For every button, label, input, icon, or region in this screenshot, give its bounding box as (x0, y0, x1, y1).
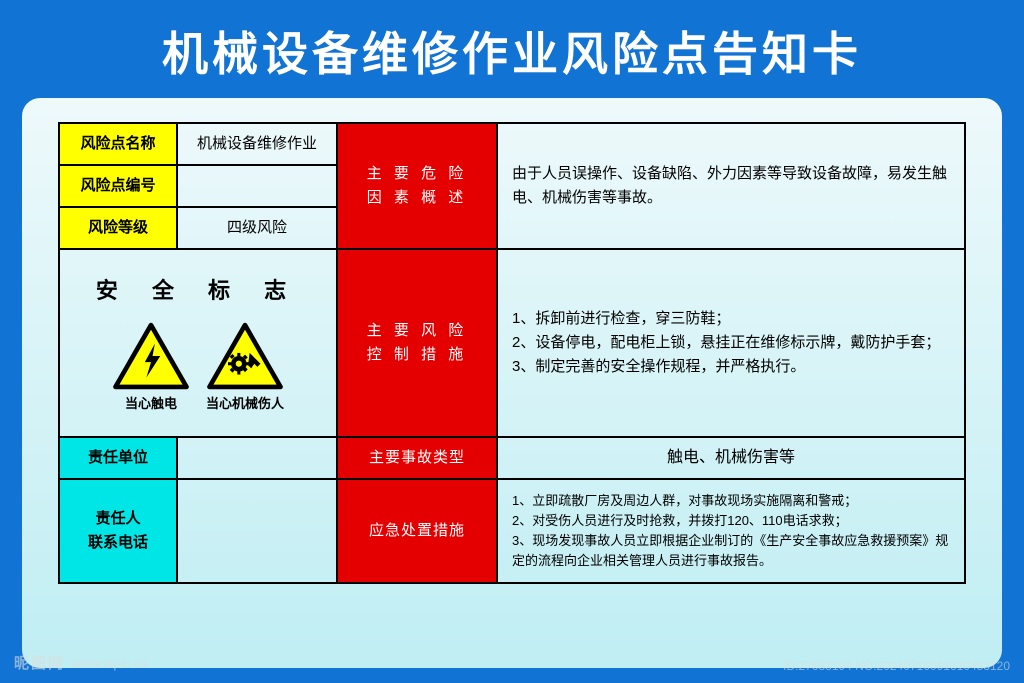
sign-gear: 当心机械伤人 (206, 322, 284, 415)
label-unit: 责任单位 (59, 437, 177, 479)
safety-title: 安 全 标 志 (66, 273, 330, 318)
value-controls: 1、拆卸前进行检查，穿三防鞋； 2、设备停电，配电柜上锁，悬挂正在维修标示牌，戴… (497, 249, 965, 437)
gear-icon (206, 322, 284, 390)
controls-label-l1: 主 要 风 险 (338, 319, 496, 343)
contact-l1: 责任人 (60, 507, 176, 531)
label-controls: 主 要 风 险 控 制 措 施 (337, 249, 497, 437)
value-risk-level: 四级风险 (177, 207, 337, 249)
value-emergency: 1、立即疏散厂房及周边人群，对事故现场实施隔离和警戒； 2、对受伤人员进行及时抢… (497, 479, 965, 583)
emergency-item-2: 2、对受伤人员进行及时抢救，并拨打120、110电话求救； (512, 511, 950, 531)
value-accident: 触电、机械伤害等 (497, 437, 965, 479)
label-hazard-overview: 主 要 危 险 因 素 概 述 (337, 123, 497, 249)
safety-signs-cell: 安 全 标 志 当心触电 (59, 249, 337, 437)
emergency-item-3: 3、现场发现事故人员立即根据企业制订的《生产安全事故应急救援预案》规定的流程向企… (512, 531, 950, 571)
value-risk-code (177, 165, 337, 207)
label-risk-name: 风险点名称 (59, 123, 177, 165)
label-emergency: 应急处置措施 (337, 479, 497, 583)
emergency-item-1: 1、立即疏散厂房及周边人群，对事故现场实施隔离和警戒； (512, 491, 950, 511)
watermark-right: ID:27683194 NO:20240716091610453120 (783, 659, 1010, 673)
safety-signs: 当心触电 (66, 318, 330, 415)
label-accident: 主要事故类型 (337, 437, 497, 479)
value-unit (177, 437, 337, 479)
sign-gear-label: 当心机械伤人 (206, 394, 284, 415)
page-title: 机械设备维修作业风险点告知卡 (0, 0, 1024, 98)
value-hazard-overview: 由于人员误操作、设备缺陷、外力因素等导致设备故障，易发生触电、机械伤害等事故。 (497, 123, 965, 249)
sign-shock-label: 当心触电 (125, 394, 177, 415)
shock-icon (112, 322, 190, 390)
risk-card: 风险点名称 机械设备维修作业 主 要 危 险 因 素 概 述 由于人员误操作、设… (22, 98, 1002, 668)
hazard-label-l2: 因 素 概 述 (338, 186, 496, 210)
watermark-site-cn: 昵图网 (14, 655, 65, 672)
label-risk-code: 风险点编号 (59, 165, 177, 207)
controls-item-2: 2、设备停电，配电柜上锁，悬挂正在维修标示牌，戴防护手套； (512, 331, 950, 355)
controls-item-3: 3、制定完善的安全操作规程，并严格执行。 (512, 355, 950, 379)
contact-l2: 联系电话 (60, 531, 176, 555)
controls-item-1: 1、拆卸前进行检查，穿三防鞋； (512, 307, 950, 331)
value-risk-name: 机械设备维修作业 (177, 123, 337, 165)
watermark-site-url: www.nipic.cn (72, 656, 147, 671)
hazard-label-l1: 主 要 危 险 (338, 162, 496, 186)
risk-table: 风险点名称 机械设备维修作业 主 要 危 险 因 素 概 述 由于人员误操作、设… (58, 122, 966, 584)
sign-shock: 当心触电 (112, 322, 190, 415)
label-risk-level: 风险等级 (59, 207, 177, 249)
controls-label-l2: 控 制 措 施 (338, 343, 496, 367)
label-contact: 责任人 联系电话 (59, 479, 177, 583)
watermark-left: 昵图网 www.nipic.cn (14, 652, 147, 673)
value-contact (177, 479, 337, 583)
